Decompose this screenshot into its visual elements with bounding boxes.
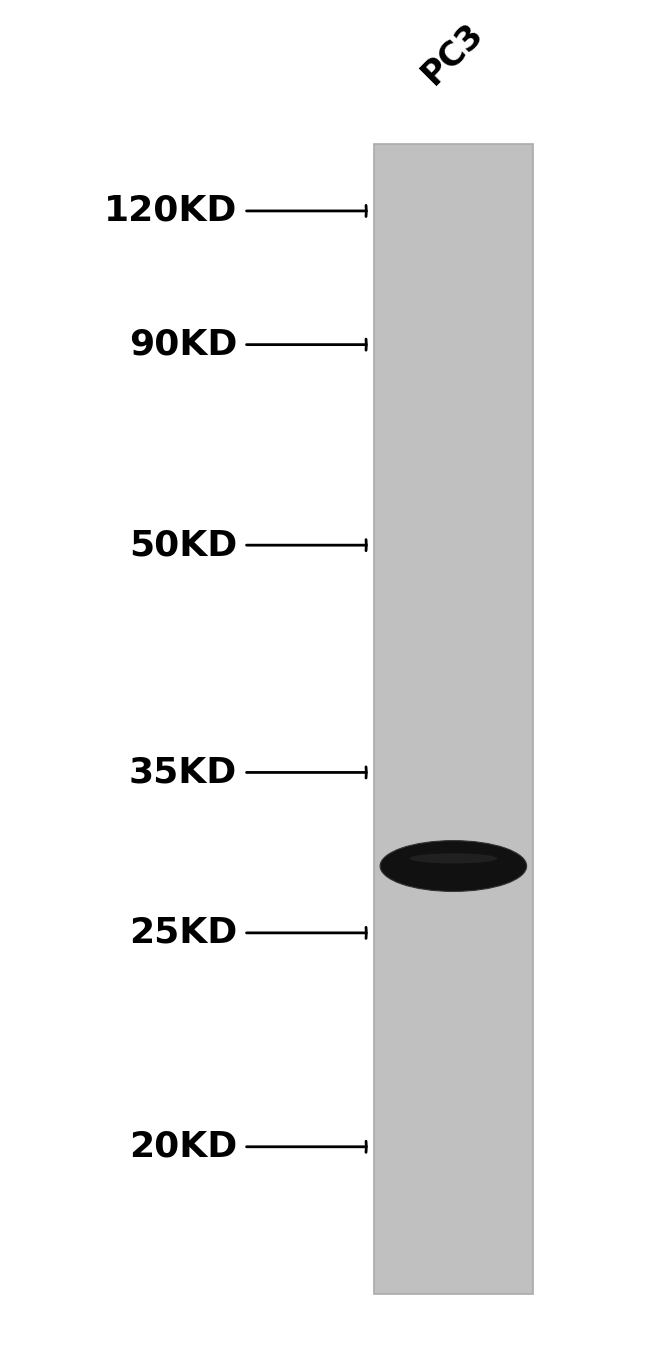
- Text: 35KD: 35KD: [129, 756, 237, 789]
- Bar: [374, 144, 533, 1294]
- Ellipse shape: [380, 841, 526, 891]
- Text: 50KD: 50KD: [129, 528, 237, 562]
- Text: 25KD: 25KD: [129, 915, 237, 951]
- Text: PC3: PC3: [416, 16, 490, 91]
- Text: 120KD: 120KD: [104, 194, 237, 227]
- Text: 90KD: 90KD: [129, 328, 237, 362]
- Text: 20KD: 20KD: [129, 1129, 237, 1164]
- Ellipse shape: [410, 853, 497, 864]
